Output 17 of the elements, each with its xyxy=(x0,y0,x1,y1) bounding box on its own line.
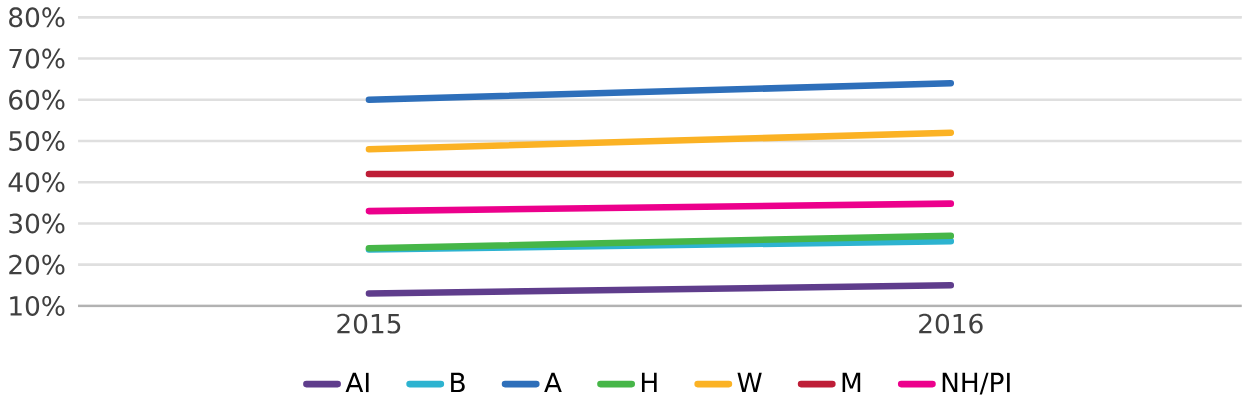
y-tick-label: 20% xyxy=(9,254,65,275)
y-tick-label: 10% xyxy=(10,295,65,316)
y-tick-label: 50% xyxy=(9,130,65,151)
y-tick-label: 80% xyxy=(9,7,65,28)
legend-label: W xyxy=(737,372,762,392)
y-tick-label: 30% xyxy=(9,213,65,234)
x-tick-label: 2015 xyxy=(337,313,401,334)
x-tick-label: 2016 xyxy=(919,313,983,334)
legend-label: NH/PI xyxy=(942,372,1010,395)
legend-label: H xyxy=(641,372,657,392)
legend-label: AI xyxy=(345,372,369,392)
legend-label: A xyxy=(544,372,562,392)
y-tick-label: 70% xyxy=(9,48,65,69)
y-tick-label: 40% xyxy=(8,172,65,193)
legend-label: M xyxy=(842,372,861,392)
y-tick-label: 60% xyxy=(9,89,65,110)
legend-label: B xyxy=(451,372,465,392)
